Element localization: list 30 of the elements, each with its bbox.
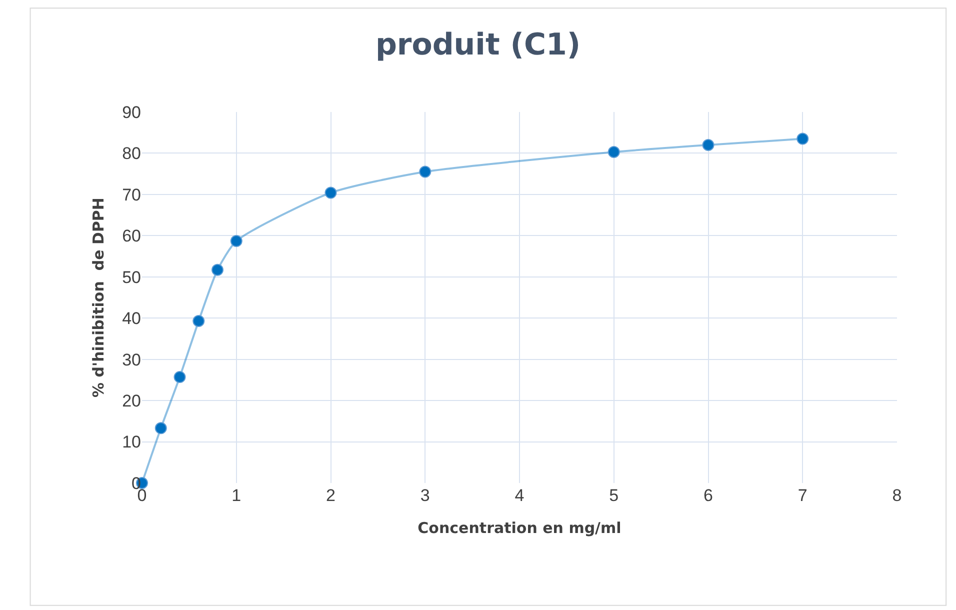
point: [192, 315, 205, 327]
y-tick-label: 40: [122, 309, 141, 328]
point: [419, 166, 432, 178]
y-tick-label: 20: [122, 392, 141, 411]
point: [174, 371, 186, 384]
x-axis-title: Concentration en mg/ml: [418, 519, 622, 537]
y-tick-label: 30: [122, 350, 141, 370]
y-axis-title: % d'hinibition de DPPH: [89, 198, 108, 398]
y-tick-label: 50: [122, 268, 141, 287]
y-tick-label: 70: [122, 185, 141, 204]
x-tick-label: 4: [514, 486, 524, 505]
point: [608, 146, 620, 158]
x-tick-label: 6: [704, 486, 713, 505]
x-tick-label: 1: [232, 486, 242, 505]
chart-title: produit (C1): [375, 28, 581, 63]
point: [154, 422, 167, 434]
y-tick-label: 90: [122, 102, 141, 122]
x-tick-label: 7: [798, 486, 808, 505]
point: [230, 235, 242, 248]
y-tick-label: 60: [122, 226, 141, 246]
point: [212, 264, 224, 276]
y-tick-label: 10: [122, 432, 141, 452]
x-tick-label: 2: [326, 486, 336, 505]
point: [324, 186, 337, 199]
y-tick-label: 80: [122, 144, 141, 164]
x-tick-label: 5: [609, 486, 619, 505]
point: [702, 138, 714, 151]
x-tick-label: 3: [420, 486, 430, 505]
x-tick-label: 8: [892, 486, 902, 505]
point: [796, 132, 809, 145]
